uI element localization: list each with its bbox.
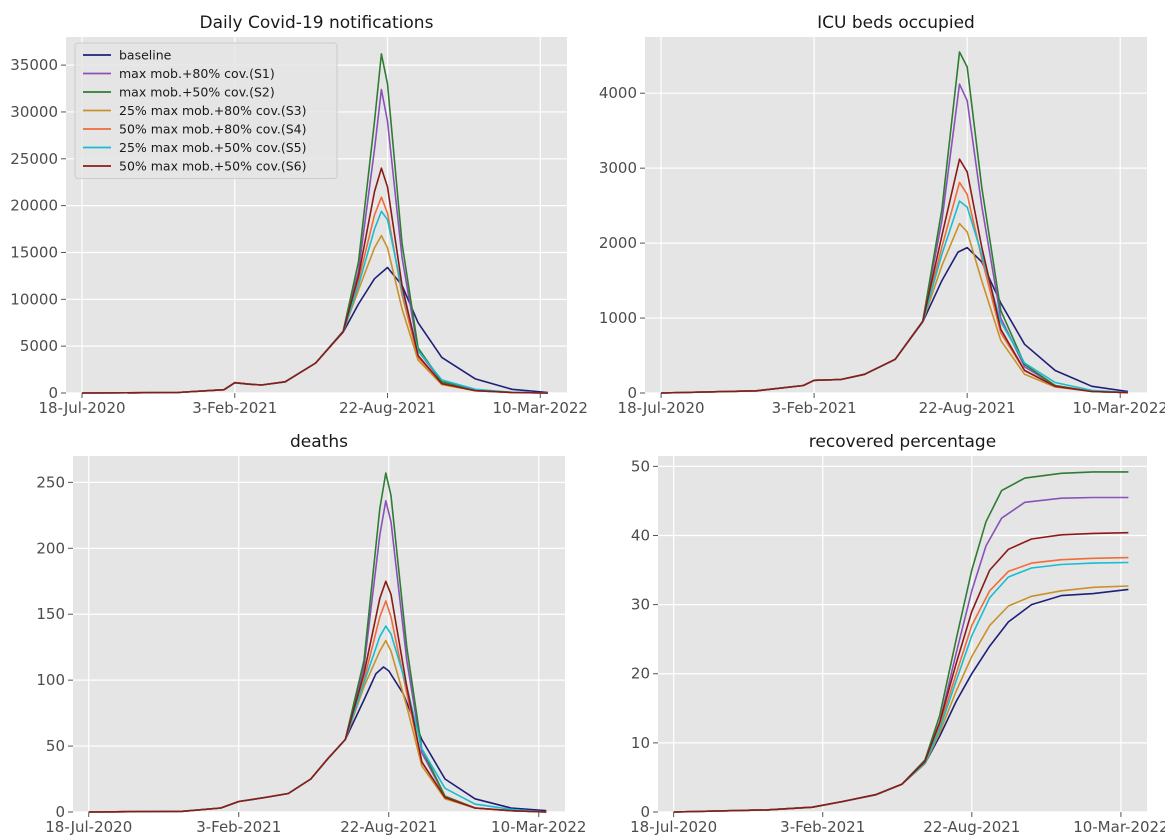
- x-tick-label: 10-Mar-2022: [493, 399, 588, 417]
- chart-title: ICU beds occupied: [817, 13, 975, 33]
- y-tick-label: 0: [48, 384, 58, 402]
- panel-3: 0 10 20 30 40 50 18-Jul-2020 3-Feb-2021 22-Aug-2…: [630, 432, 1165, 835]
- legend-entry: 25% max mob.+80% cov.(S3): [119, 103, 307, 118]
- y-tick-label: 0: [640, 803, 650, 821]
- series-line-s6: [88, 580, 547, 813]
- x-tick-label: 22-Aug-2021: [339, 399, 436, 417]
- y-tick-label: 1000: [599, 309, 637, 327]
- x-tick-label: 22-Aug-2021: [919, 399, 1016, 417]
- x-tick-label: 18-Jul-2020: [39, 399, 126, 417]
- x-tick-label: 18-Jul-2020: [45, 818, 132, 835]
- y-tick-label: 50: [46, 737, 65, 755]
- legend-box: [74, 42, 338, 179]
- legend-entry: 50% max mob.+50% cov.(S6): [119, 159, 307, 174]
- y-tick-label: 10000: [10, 290, 58, 308]
- plot-area: [658, 456, 1147, 812]
- y-tick-label: 0: [55, 803, 65, 821]
- x-tick-label: 10-Mar-2022: [491, 818, 586, 835]
- legend-entry: 50% max mob.+80% cov.(S4): [119, 122, 307, 137]
- legend-entry: max mob.+50% cov.(S2): [119, 85, 275, 100]
- plot-area: [73, 456, 565, 812]
- x-tick-label: 22-Aug-2021: [923, 818, 1020, 835]
- y-tick-label: 20000: [10, 197, 58, 215]
- y-tick-label: 3000: [599, 159, 637, 177]
- y-tick-label: 0: [627, 384, 637, 402]
- y-tick-label: 15000: [10, 243, 58, 261]
- y-tick-label: 2000: [599, 234, 637, 252]
- chart-title: recovered percentage: [809, 432, 996, 452]
- series-line-s6: [673, 531, 1129, 813]
- x-tick-label: 10-Mar-2022: [1072, 399, 1165, 417]
- x-tick-label: 3-Feb-2021: [780, 818, 865, 835]
- x-tick-label: 18-Jul-2020: [630, 818, 717, 835]
- x-tick-label: 3-Feb-2021: [772, 399, 857, 417]
- legend: baseline max mob.+80% cov.(S1) max mob.+50…: [74, 42, 338, 179]
- panel-0: 0 5000 10000 15000 20000 25000 30000 35000 18-Ju…: [10, 13, 588, 417]
- legend-entry: max mob.+80% cov.(S1): [119, 66, 275, 81]
- panel-1: 0 1000 2000 3000 4000 18-Jul-2020 3-Feb-2021 22…: [599, 13, 1165, 417]
- x-tick-label: 22-Aug-2021: [340, 818, 437, 835]
- chart-title: deaths: [290, 432, 348, 452]
- x-tick-label: 18-Jul-2020: [618, 399, 705, 417]
- y-tick-label: 100: [36, 671, 65, 689]
- x-tick-label: 3-Feb-2021: [192, 399, 277, 417]
- y-tick-label: 10: [631, 734, 650, 752]
- x-tick-label: 3-Feb-2021: [196, 818, 281, 835]
- x-tick-label: 10-Mar-2022: [1073, 818, 1165, 835]
- legend-entry: baseline: [119, 48, 172, 63]
- y-tick-label: 200: [36, 539, 65, 557]
- y-tick-label: 150: [36, 605, 65, 623]
- y-tick-label: 30000: [10, 103, 58, 121]
- y-tick-label: 35000: [10, 56, 58, 74]
- y-tick-label: 30: [631, 596, 650, 614]
- panel-2: 0 50 100 150 200 250 18-Jul-2020 3-Feb-2021 22-A…: [36, 432, 586, 835]
- y-tick-label: 20: [631, 665, 650, 683]
- y-tick-label: 4000: [599, 84, 637, 102]
- plot-area: [645, 37, 1147, 393]
- y-tick-label: 25000: [10, 150, 58, 168]
- y-tick-label: 50: [631, 457, 650, 475]
- series-line-s6: [661, 158, 1128, 394]
- y-tick-label: 40: [631, 526, 650, 544]
- series-line-s6: [81, 167, 548, 394]
- chart-title: Daily Covid-19 notifications: [200, 13, 434, 33]
- y-tick-label: 5000: [20, 337, 58, 355]
- legend-entry: 25% max mob.+50% cov.(S5): [119, 140, 307, 155]
- y-tick-label: 250: [36, 473, 65, 491]
